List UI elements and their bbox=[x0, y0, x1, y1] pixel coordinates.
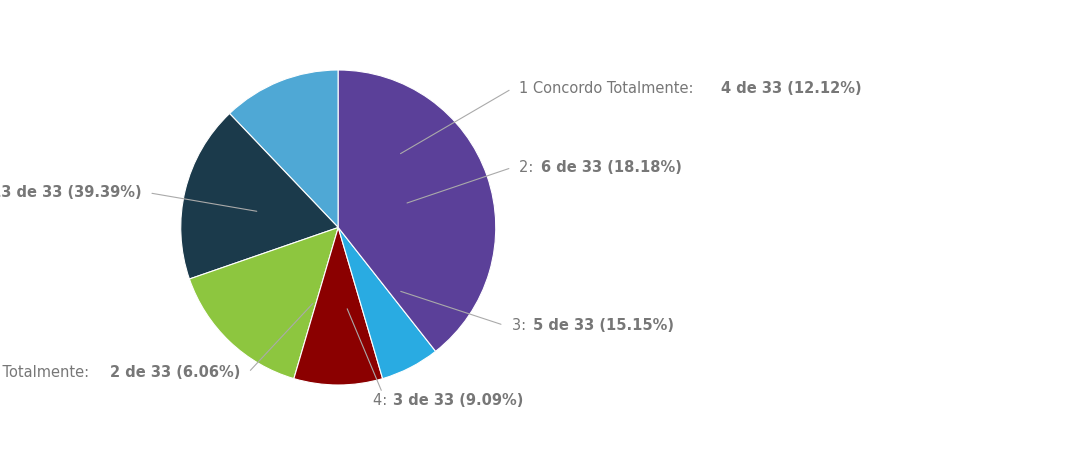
Text: 3 de 33 (9.09%): 3 de 33 (9.09%) bbox=[393, 393, 523, 408]
Text: 2:: 2: bbox=[520, 160, 539, 175]
Wedge shape bbox=[190, 228, 339, 379]
Text: 2 de 33 (6.06%): 2 de 33 (6.06%) bbox=[110, 365, 241, 380]
Wedge shape bbox=[230, 70, 339, 227]
Text: 5 de 33 (15.15%): 5 de 33 (15.15%) bbox=[532, 318, 673, 333]
Text: 5 Discordo Totalmente:: 5 Discordo Totalmente: bbox=[0, 365, 94, 380]
Text: 6 de 33 (18.18%): 6 de 33 (18.18%) bbox=[541, 160, 682, 175]
Text: 1 Concordo Totalmente:: 1 Concordo Totalmente: bbox=[520, 81, 699, 96]
Text: 13 de 33 (39.39%): 13 de 33 (39.39%) bbox=[0, 185, 142, 200]
Text: 4 de 33 (12.12%): 4 de 33 (12.12%) bbox=[721, 81, 862, 96]
Text: 4:: 4: bbox=[373, 393, 392, 408]
Wedge shape bbox=[339, 228, 436, 379]
Wedge shape bbox=[294, 228, 382, 385]
Wedge shape bbox=[181, 113, 339, 279]
Wedge shape bbox=[339, 70, 495, 351]
Text: 3:: 3: bbox=[511, 318, 530, 333]
